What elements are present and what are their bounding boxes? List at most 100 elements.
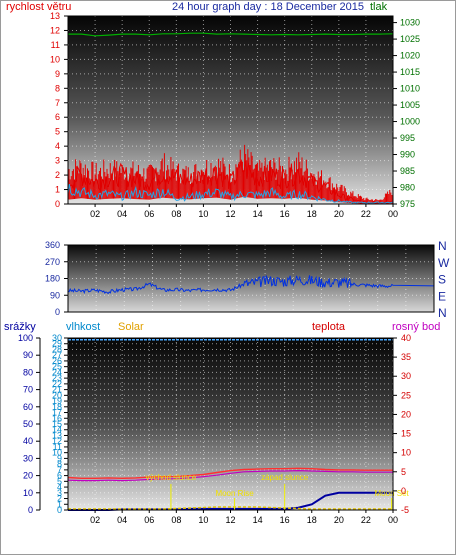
y-tick-label: 8 bbox=[57, 459, 62, 469]
y-tick-label: 7 bbox=[55, 98, 60, 108]
y-tick-label: 26 bbox=[52, 356, 62, 366]
x-tick-label: 08 bbox=[171, 209, 181, 219]
y2-tick-label: 1020 bbox=[400, 51, 420, 61]
y2-tick-label: 10 bbox=[401, 448, 411, 458]
x-tick-label: 16 bbox=[280, 209, 290, 219]
y-tick-label: 16 bbox=[52, 413, 62, 423]
dewpoint-label: rosný bod bbox=[392, 321, 440, 333]
y-tick-label: 10 bbox=[52, 448, 62, 458]
y-tick-label: 4 bbox=[55, 141, 60, 151]
humidity-panel-border bbox=[67, 337, 394, 511]
y2-tick-label: 20 bbox=[401, 409, 411, 419]
wind-average-line bbox=[67, 184, 394, 204]
x-tick-label: 08 bbox=[171, 515, 181, 525]
y-tick-label: 9 bbox=[55, 69, 60, 79]
annotation-label: východ slunce bbox=[146, 473, 197, 482]
chart-title: 24 hour graph day : 18 December 2015 bbox=[172, 1, 364, 13]
x-tick-label: 06 bbox=[144, 209, 154, 219]
y2-tick-label: 1030 bbox=[400, 18, 420, 28]
direction-panel-background bbox=[68, 245, 434, 312]
y2-tick-label: 1025 bbox=[400, 34, 420, 44]
y-tick-label: 21 bbox=[52, 385, 62, 395]
wind-pressure-plot: 0123456789101112139759809859909951000100… bbox=[50, 11, 420, 219]
y-tick-label: 5 bbox=[55, 127, 60, 137]
y-tick-label: 25 bbox=[52, 362, 62, 372]
y-tick-label: 18 bbox=[52, 402, 62, 412]
y-tick-label: 2 bbox=[57, 494, 62, 504]
annotation-label: Moon Set bbox=[375, 489, 410, 498]
y2-tick-label: 0 bbox=[401, 486, 406, 496]
y2-tick-label: 1010 bbox=[400, 84, 420, 94]
y-tick-label: 15 bbox=[52, 419, 62, 429]
x-tick-label: 18 bbox=[307, 209, 317, 219]
direction-panel-border bbox=[67, 244, 435, 313]
y-tick-label: 28 bbox=[52, 344, 62, 354]
wind-speed-line bbox=[67, 160, 394, 204]
y-tick-label: 30 bbox=[23, 453, 33, 463]
y2-tick-label: 1015 bbox=[400, 67, 420, 77]
temperature-label: teplota bbox=[312, 321, 346, 333]
y-tick-label: 24 bbox=[52, 367, 62, 377]
humidity-temp-plot: východ slunce západ slunce Moon Rise Moon S… bbox=[18, 333, 411, 525]
y-tick-label: 80 bbox=[23, 367, 33, 377]
y-tick-label: 3 bbox=[55, 156, 60, 166]
y-tick-label: 11 bbox=[53, 442, 62, 452]
y-tick-label: 1 bbox=[55, 185, 60, 195]
y-tick-label: 13 bbox=[52, 430, 62, 440]
y-tick-label: 20 bbox=[52, 390, 62, 400]
x-tick-label: 04 bbox=[117, 209, 127, 219]
y-tick-label: 13 bbox=[50, 11, 60, 21]
y-tick-label: 12 bbox=[52, 436, 62, 446]
y-tick-label: 180 bbox=[45, 274, 60, 284]
humidity-label: vlhkost bbox=[66, 321, 100, 333]
y-tick-label: 20 bbox=[23, 471, 33, 481]
y-tick-label: 10 bbox=[50, 54, 60, 64]
y2-tick-label: 985 bbox=[400, 166, 415, 176]
annotation-label: západ slunce bbox=[261, 473, 309, 482]
y-tick-label: 10 bbox=[23, 488, 33, 498]
y2-tick-label: 1000 bbox=[400, 117, 420, 127]
x-tick-label: 02 bbox=[90, 209, 100, 219]
y2-tick-label: 1005 bbox=[400, 100, 420, 110]
y2-tick-label: 25 bbox=[401, 390, 411, 400]
y-tick-label: 90 bbox=[50, 290, 60, 300]
dewpoint-line bbox=[67, 469, 393, 482]
y2-tick-label: -5 bbox=[401, 505, 409, 515]
x-tick-label: 22 bbox=[361, 515, 371, 525]
y-tick-label: 6 bbox=[57, 471, 62, 481]
y-tick-label: 60 bbox=[23, 402, 33, 412]
compass-label: W bbox=[438, 256, 450, 270]
x-tick-label: 10 bbox=[198, 515, 208, 525]
x-tick-label: 00 bbox=[388, 209, 398, 219]
y-tick-label: 0 bbox=[55, 199, 60, 209]
x-tick-label: 18 bbox=[307, 515, 317, 525]
y-tick-label: 90 bbox=[23, 350, 33, 360]
y-tick-label: 22 bbox=[52, 379, 62, 389]
x-tick-label: 12 bbox=[225, 209, 235, 219]
y-tick-label: 4 bbox=[57, 482, 62, 492]
y-tick-label: 2 bbox=[55, 170, 60, 180]
x-tick-label: 10 bbox=[198, 209, 208, 219]
annotation-label: Moon Rise bbox=[215, 489, 254, 498]
y2-tick-label: 5 bbox=[401, 467, 406, 477]
x-tick-label: 22 bbox=[361, 209, 371, 219]
y2-tick-label: 975 bbox=[400, 199, 415, 209]
y-tick-label: 0 bbox=[55, 307, 60, 317]
precip-label: srážky bbox=[4, 321, 36, 333]
y-tick-label: 11 bbox=[51, 40, 60, 50]
y-tick-label: 7 bbox=[57, 465, 62, 475]
x-tick-label: 02 bbox=[90, 515, 100, 525]
x-tick-label: 06 bbox=[144, 515, 154, 525]
x-tick-label: 04 bbox=[117, 515, 127, 525]
y2-tick-label: 40 bbox=[401, 333, 411, 343]
x-tick-label: 00 bbox=[388, 515, 398, 525]
y-tick-label: 5 bbox=[57, 476, 62, 486]
y2-tick-label: 30 bbox=[401, 371, 411, 381]
y-tick-label: 9 bbox=[57, 453, 62, 463]
y-tick-label: 1 bbox=[57, 499, 62, 509]
y-tick-label: 6 bbox=[55, 112, 60, 122]
y2-tick-label: 980 bbox=[400, 183, 415, 193]
y-tick-label: 0 bbox=[28, 505, 33, 515]
y-tick-label: 14 bbox=[52, 425, 62, 435]
